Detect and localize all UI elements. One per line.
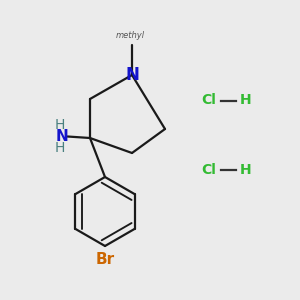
Text: N: N [125, 66, 139, 84]
Text: H: H [55, 118, 65, 132]
Text: H: H [240, 163, 252, 176]
Text: N: N [55, 129, 68, 144]
Text: methyl: methyl [116, 32, 145, 40]
Text: Cl: Cl [201, 163, 216, 176]
Text: Br: Br [95, 252, 115, 267]
Text: Cl: Cl [201, 94, 216, 107]
Text: H: H [55, 141, 65, 155]
Text: H: H [240, 94, 252, 107]
